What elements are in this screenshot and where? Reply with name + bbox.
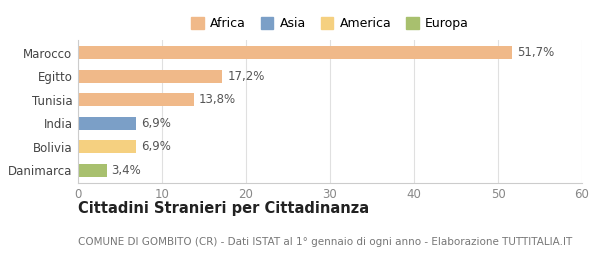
Bar: [78, 93, 194, 106]
Text: COMUNE DI GOMBITO (CR) - Dati ISTAT al 1° gennaio di ogni anno - Elaborazione TU: COMUNE DI GOMBITO (CR) - Dati ISTAT al 1…: [78, 237, 572, 247]
Text: 13,8%: 13,8%: [199, 93, 236, 106]
Bar: [78, 117, 136, 130]
Bar: [78, 70, 223, 83]
Text: 6,9%: 6,9%: [141, 140, 171, 153]
Bar: [78, 140, 136, 153]
Bar: [78, 164, 107, 177]
Text: 6,9%: 6,9%: [141, 117, 171, 130]
Text: 3,4%: 3,4%: [112, 164, 142, 177]
Bar: [78, 47, 512, 59]
Text: 51,7%: 51,7%: [517, 46, 554, 59]
Text: 17,2%: 17,2%: [227, 70, 265, 83]
Text: Cittadini Stranieri per Cittadinanza: Cittadini Stranieri per Cittadinanza: [78, 201, 369, 216]
Legend: Africa, Asia, America, Europa: Africa, Asia, America, Europa: [186, 12, 474, 35]
